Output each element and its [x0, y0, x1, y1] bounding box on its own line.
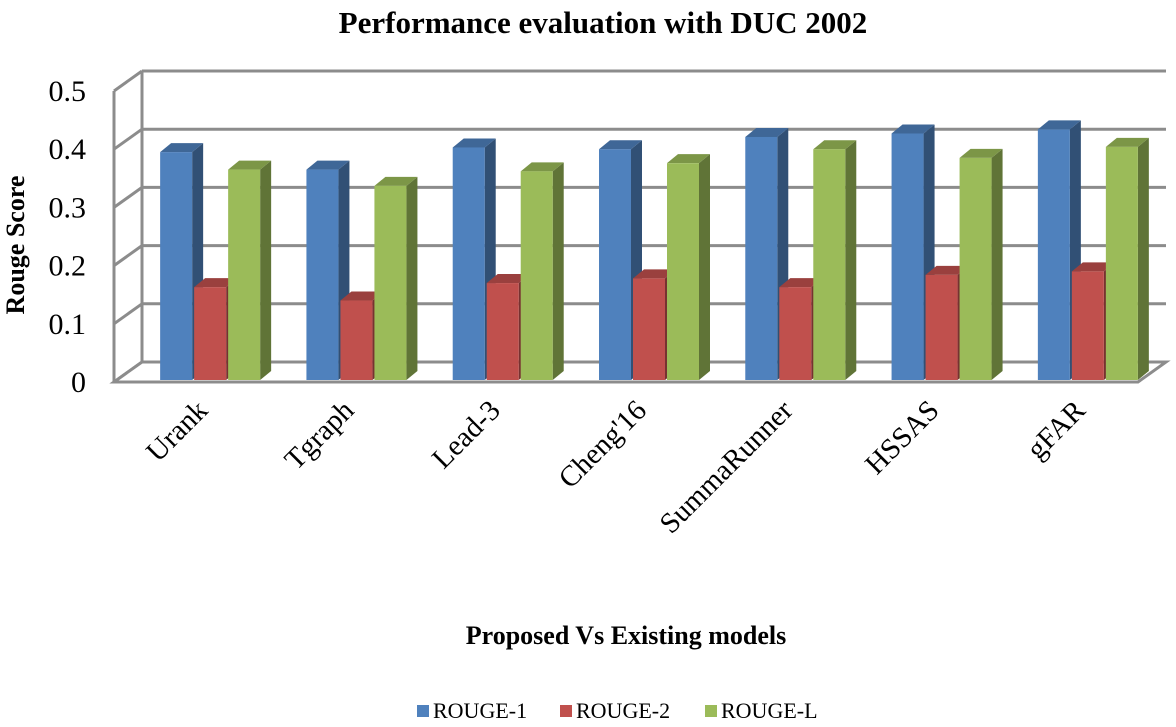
bar-rouge-l-urank	[228, 160, 272, 380]
bar-top	[160, 143, 204, 153]
bar-top	[374, 176, 418, 186]
x-tick-label: Lead-3	[426, 394, 507, 475]
bar-top	[486, 274, 530, 284]
bar-front	[160, 152, 193, 380]
bar-top	[1071, 262, 1115, 272]
legend-swatch	[560, 705, 572, 717]
x-tick-label: SummaRunner	[654, 394, 800, 540]
bar-front	[745, 136, 778, 380]
y-tick-label: 0	[71, 366, 86, 399]
y-tick-label: 0.2	[49, 250, 87, 283]
x-tick-label: Urank	[140, 394, 214, 468]
bar-rouge-l-tgraph	[374, 176, 418, 380]
bar-top	[959, 148, 1003, 158]
bar-front	[891, 133, 924, 380]
bar-top	[891, 124, 935, 134]
bar-front	[959, 157, 992, 380]
bar-top	[925, 265, 969, 275]
bar-front	[374, 185, 407, 380]
bar-front	[813, 149, 846, 380]
bar-side	[260, 160, 272, 380]
bar-front	[228, 169, 261, 380]
bar-front	[599, 149, 631, 380]
bar-side	[406, 176, 418, 380]
bar-top	[306, 160, 350, 170]
bar-top	[1037, 120, 1081, 130]
bar-rouge-l-cheng16	[667, 154, 710, 380]
bar-top	[228, 160, 272, 170]
bar-side	[845, 140, 857, 380]
y-tick-label: 0.1	[49, 308, 87, 341]
bar-top	[599, 140, 642, 150]
bar-top	[745, 127, 789, 137]
bar-top	[813, 140, 857, 150]
x-axis: Urank Tgraph Lead-3 Cheng'16 SummaRunner HSSA…	[140, 394, 1092, 540]
bar-front	[1071, 271, 1104, 380]
plot-area	[109, 69, 1171, 384]
bar-rouge-l-lead3	[520, 162, 564, 380]
bar-rouge-1-lead3	[452, 138, 496, 380]
y-axis-title: Rouge Score	[1, 176, 30, 315]
bar-top	[340, 291, 384, 301]
bar-front	[1037, 129, 1070, 380]
legend-label: ROUGE-1	[433, 698, 527, 723]
bar-rouge-1-tgraph	[306, 160, 350, 380]
bar-front	[452, 147, 485, 380]
bar-front	[779, 287, 812, 380]
bar-side	[699, 154, 710, 380]
bar-top	[1105, 137, 1149, 147]
legend-label: ROUGE-2	[576, 698, 670, 723]
legend-swatch	[417, 705, 429, 717]
bar-top	[779, 278, 823, 288]
gridline-side	[113, 69, 143, 93]
bar-side	[1137, 137, 1149, 380]
legend-swatch	[705, 705, 717, 717]
x-tick-label: Tgraph	[279, 394, 361, 476]
gridline-side	[113, 186, 143, 209]
x-axis-title: Proposed Vs Existing models	[466, 621, 786, 650]
bar-rouge-l-gfar	[1105, 137, 1149, 380]
bar-front	[340, 300, 373, 380]
bar-top	[633, 269, 676, 279]
bar-top	[520, 162, 564, 172]
bar-side	[552, 162, 564, 380]
gridline-side	[113, 127, 143, 151]
x-tick-label: Cheng'16	[553, 394, 653, 494]
bar-top	[452, 138, 496, 148]
y-axis: 0 0.1 0.2 0.3 0.4 0.5	[49, 75, 87, 399]
y-tick-label: 0.3	[49, 191, 87, 224]
bar-side	[991, 148, 1003, 380]
x-tick-label: HSSAS	[859, 394, 945, 480]
legend-label: ROUGE-L	[721, 698, 818, 723]
bar-front	[520, 171, 553, 380]
bar-front	[667, 163, 699, 380]
bar-front	[1105, 146, 1138, 380]
bar-front	[486, 283, 519, 380]
bar-rouge-l-summarunner	[813, 140, 857, 380]
legend: ROUGE-1 ROUGE-2 ROUGE-L	[417, 698, 818, 723]
bar-rouge-l-hssas	[959, 148, 1003, 380]
bar-top	[667, 154, 710, 164]
bar-top	[194, 278, 238, 288]
y-tick-label: 0.4	[49, 133, 87, 166]
bar-front	[633, 278, 665, 380]
bar-front	[925, 274, 958, 380]
x-tick-label: gFAR	[1021, 394, 1093, 466]
chart-title: Performance evaluation with DUC 2002	[339, 5, 868, 40]
y-tick-label: 0.5	[49, 75, 87, 108]
gridline-side	[113, 302, 143, 326]
bar-front	[306, 169, 339, 380]
bar-front	[194, 287, 227, 380]
gridline-side	[113, 244, 143, 267]
